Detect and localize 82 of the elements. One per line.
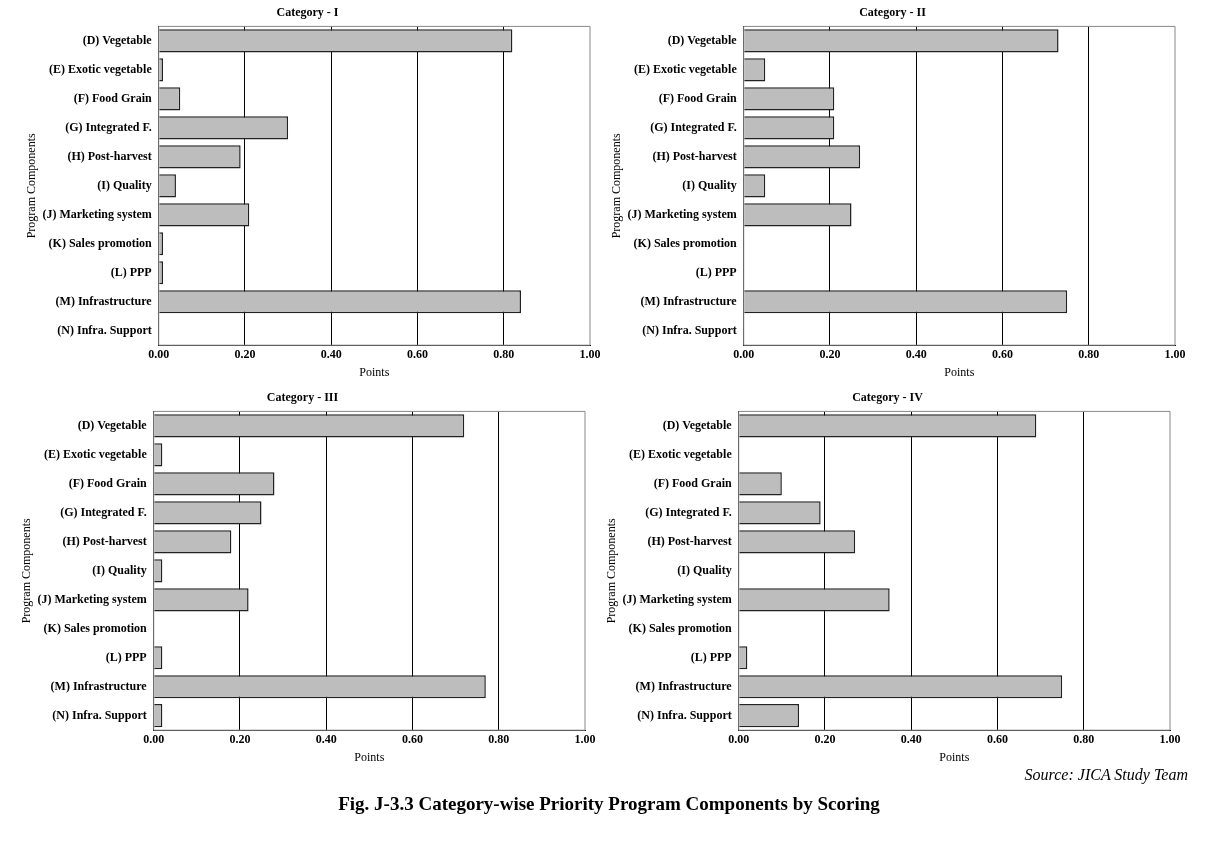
y-tick-label: (M) Infrastructure [50, 678, 148, 693]
x-axis-title: Points [944, 364, 975, 379]
x-tick-label: 0.00 [728, 732, 750, 747]
y-tick-label: (G) Integrated F. [645, 504, 732, 519]
x-tick-label: 0.80 [1078, 347, 1100, 362]
y-tick-label: (N) Infra. Support [57, 322, 152, 337]
y-tick-label: (J) Marketing system [42, 206, 152, 221]
y-tick-label: (M) Infrastructure [635, 678, 733, 693]
y-tick-label: (H) Post-harvest [62, 533, 147, 548]
x-tick-label: 0.20 [229, 732, 251, 747]
y-tick-label: (N) Infra. Support [642, 322, 737, 337]
y-tick-label: (D) Vegetable [667, 32, 738, 47]
y-tick-label: (M) Infrastructure [640, 293, 738, 308]
y-axis-title: Program Components [24, 132, 39, 239]
y-tick-label: (G) Integrated F. [650, 119, 737, 134]
y-tick-label: (L) PPP [690, 649, 732, 664]
y-tick-label: (I) Quality [677, 562, 732, 577]
x-tick-label: 0.40 [900, 732, 922, 747]
chart-title: Category - IV [852, 390, 924, 405]
y-tick-label: (F) Food Grain [653, 475, 733, 490]
y-tick-label: (E) Exotic vegetable [634, 61, 738, 76]
y-tick-label: (E) Exotic vegetable [49, 61, 153, 76]
x-tick-label: 0.40 [315, 732, 337, 747]
source-note: Source: JICA Study Team [1024, 766, 1188, 784]
chart-title: Category - III [266, 390, 339, 405]
y-tick-label: (H) Post-harvest [67, 148, 152, 163]
x-tick-label: 0.60 [991, 347, 1013, 362]
x-tick-label: 0.80 [1073, 732, 1095, 747]
y-tick-label: (E) Exotic vegetable [44, 446, 148, 461]
y-tick-label: (K) Sales promotion [48, 235, 153, 250]
y-tick-label: (N) Infra. Support [637, 707, 732, 722]
x-tick-label: 0.60 [986, 732, 1008, 747]
y-tick-label: (H) Post-harvest [652, 148, 737, 163]
y-tick-label: (I) Quality [682, 177, 737, 192]
chart-title: Category - II [859, 5, 927, 20]
y-tick-label: (L) PPP [695, 264, 737, 279]
y-tick-label: (N) Infra. Support [52, 707, 147, 722]
x-axis-title: Points [939, 749, 970, 764]
x-tick-label: 1.00 [1159, 732, 1181, 747]
x-tick-label: 1.00 [579, 347, 601, 362]
y-tick-label: (F) Food Grain [73, 90, 153, 105]
x-tick-label: 0.20 [814, 732, 836, 747]
x-tick-label: 0.00 [143, 732, 165, 747]
text: Fig. J-3.3 Category-wise Priority Program Components by Scoring [337, 793, 881, 815]
chart-title: Category - I [276, 5, 339, 20]
y-axis-title: Program Components [19, 517, 34, 624]
x-tick-label: 0.80 [493, 347, 515, 362]
x-tick-label: 0.20 [234, 347, 256, 362]
y-tick-label: (J) Marketing system [37, 591, 147, 606]
x-tick-label: 0.00 [148, 347, 170, 362]
y-tick-label: (K) Sales promotion [633, 235, 738, 250]
y-tick-label: (G) Integrated F. [65, 119, 152, 134]
y-tick-label: (H) Post-harvest [647, 533, 732, 548]
x-axis-title: Points [354, 749, 385, 764]
y-tick-label: (L) PPP [110, 264, 152, 279]
y-tick-label: (F) Food Grain [68, 475, 148, 490]
y-tick-label: (E) Exotic vegetable [629, 446, 733, 461]
y-tick-label: (K) Sales promotion [628, 620, 733, 635]
x-tick-label: 0.60 [401, 732, 423, 747]
y-tick-label: (J) Marketing system [627, 206, 737, 221]
y-tick-label: (J) Marketing system [622, 591, 732, 606]
y-tick-label: (D) Vegetable [77, 417, 148, 432]
y-axis-title: Program Components [609, 132, 624, 239]
y-tick-label: (F) Food Grain [658, 90, 738, 105]
y-tick-label: (M) Infrastructure [55, 293, 153, 308]
x-tick-label: 0.40 [320, 347, 342, 362]
x-tick-label: 0.20 [819, 347, 841, 362]
x-tick-label: 0.60 [406, 347, 428, 362]
y-tick-label: (I) Quality [92, 562, 147, 577]
y-tick-label: (K) Sales promotion [43, 620, 148, 635]
x-tick-label: 0.80 [488, 732, 510, 747]
y-tick-label: (D) Vegetable [82, 32, 153, 47]
y-tick-label: (D) Vegetable [662, 417, 733, 432]
x-tick-label: 0.00 [733, 347, 755, 362]
y-axis-title: Program Components [604, 517, 619, 624]
y-tick-label: (G) Integrated F. [60, 504, 147, 519]
x-tick-label: 1.00 [574, 732, 596, 747]
x-tick-label: 0.40 [905, 347, 927, 362]
x-axis-title: Points [359, 364, 390, 379]
y-tick-label: (L) PPP [105, 649, 147, 664]
x-tick-label: 1.00 [1164, 347, 1186, 362]
y-tick-label: (I) Quality [97, 177, 152, 192]
